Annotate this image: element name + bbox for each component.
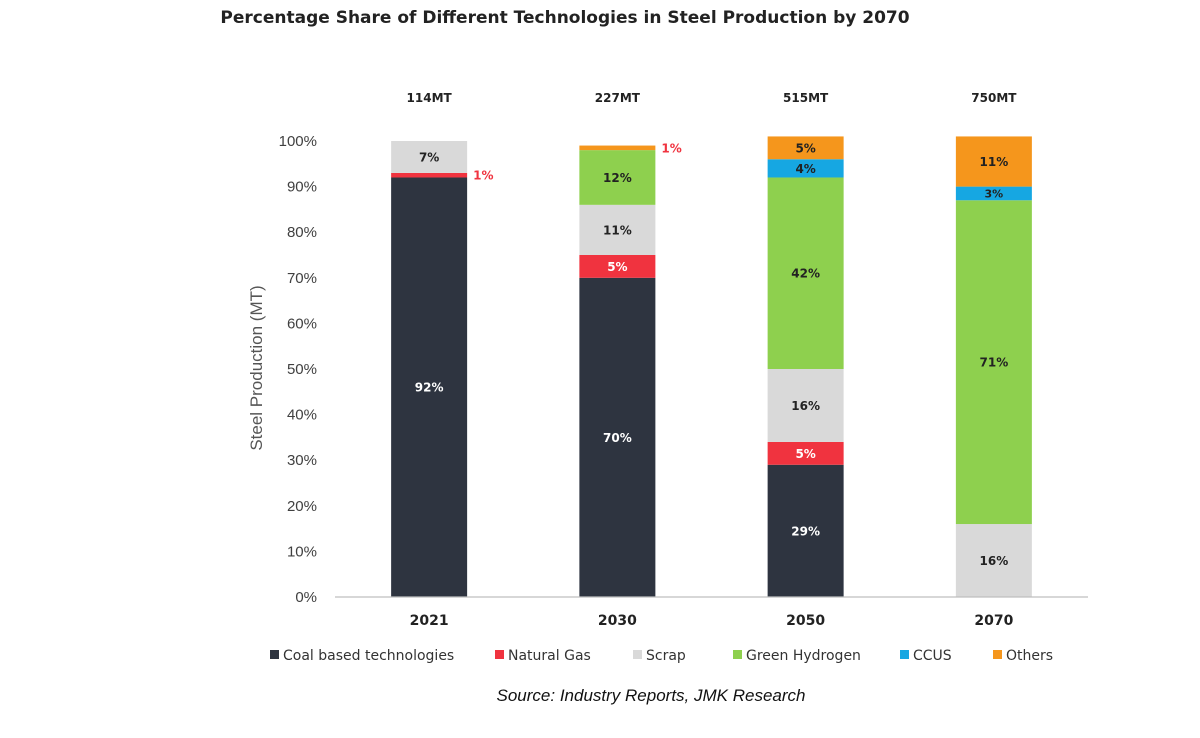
bar-total-label: 114MT <box>407 91 453 105</box>
bar-segment-label: 7% <box>419 150 439 164</box>
legend-label: CCUS <box>913 648 952 664</box>
legend-swatch <box>270 650 279 659</box>
bar-segment-label: 3% <box>985 187 1004 200</box>
bar-segment-label: 4% <box>795 162 815 176</box>
bar-segment-label: 1% <box>473 169 493 183</box>
bar-segment <box>579 150 656 205</box>
bar-segment <box>767 369 844 442</box>
bar-segment <box>391 172 468 178</box>
legend-swatch <box>633 650 642 659</box>
y-axis-title-group: Steel Production (MT) <box>247 285 266 450</box>
bar-segment-label: 11% <box>980 155 1009 169</box>
bar-segment-label: 5% <box>607 260 627 274</box>
bar-labels: 92% 1% 7% 70% 5% 11% 12% 1% 29% 5% 16% 42% 4% 5% 16% 71… <box>415 141 1008 568</box>
bar-segment-label: 16% <box>791 399 820 413</box>
legend: Coal based technologies Natural Gas Scrap G… <box>270 648 1053 664</box>
y-tick-label: 0% <box>295 589 317 606</box>
bar-total-label: 227MT <box>595 91 641 105</box>
bar-total-label: 515MT <box>783 91 829 105</box>
bar-segment <box>579 145 656 151</box>
bar-segment-label: 42% <box>791 267 820 281</box>
bar-segment-label: 70% <box>603 431 632 445</box>
chart-title: Percentage Share of Different Technologi… <box>220 8 910 28</box>
legend-label: Green Hydrogen <box>746 648 861 664</box>
bar-segment-label: 29% <box>791 524 820 538</box>
bar-segment <box>579 277 656 597</box>
legend-label: Others <box>1006 648 1053 664</box>
x-tick-label: 2070 <box>974 613 1013 629</box>
bar-segment <box>391 141 468 173</box>
bar-segment <box>955 524 1032 597</box>
bar-segment <box>955 136 1032 187</box>
y-tick-label: 30% <box>287 452 317 469</box>
bar-segment <box>579 255 656 278</box>
bar-segment <box>767 136 844 160</box>
bar-segment-label: 5% <box>795 141 815 155</box>
bar-total-label: 750MT <box>971 91 1017 105</box>
bar-segment <box>767 177 844 369</box>
legend-item: Others <box>993 648 1053 664</box>
bar-segment <box>955 186 1032 201</box>
bar-segment-label: 92% <box>415 381 444 395</box>
y-tick-label: 40% <box>287 407 317 424</box>
y-tick-label: 70% <box>287 270 317 287</box>
legend-label: Scrap <box>646 648 686 664</box>
bar-segment <box>767 464 844 597</box>
bar-segment-label: 12% <box>603 171 632 185</box>
legend-swatch <box>495 650 504 659</box>
y-tick-label: 20% <box>287 498 317 515</box>
bar-segment-label: 16% <box>980 554 1009 568</box>
bar-segment <box>955 200 1032 525</box>
bar-segment <box>767 159 844 178</box>
legend-swatch <box>900 650 909 659</box>
bar-segment-label: 71% <box>980 356 1009 370</box>
legend-swatch <box>993 650 1002 659</box>
bar-segment-label: 1% <box>661 141 681 155</box>
y-axis-title: Steel Production (MT) <box>247 285 266 450</box>
x-axis: 2021 2030 2050 2070 <box>335 596 1088 629</box>
y-tick-label: 50% <box>287 361 317 378</box>
legend-swatch <box>733 650 742 659</box>
bars <box>391 136 1032 598</box>
y-axis-ticks: 0% 10% 20% 30% 40% 50% 60% 70% 80% 90% 100% <box>279 133 317 606</box>
legend-item: Green Hydrogen <box>733 648 861 664</box>
y-tick-label: 10% <box>287 543 317 560</box>
bar-segment-label: 5% <box>795 447 815 461</box>
legend-item: CCUS <box>900 648 952 664</box>
bar-segment <box>767 441 844 465</box>
y-tick-label: 60% <box>287 315 317 332</box>
y-tick-label: 100% <box>279 133 317 150</box>
bar-segment <box>579 204 656 255</box>
legend-item: Scrap <box>633 648 686 664</box>
legend-label: Coal based technologies <box>283 648 454 664</box>
bar-totals: 114MT 227MT 515MT 750MT <box>407 91 1018 105</box>
y-tick-label: 80% <box>287 224 317 241</box>
x-tick-label: 2021 <box>410 613 449 629</box>
legend-label: Natural Gas <box>508 648 591 664</box>
legend-item: Coal based technologies <box>270 648 454 664</box>
bar-segment <box>391 177 468 598</box>
y-tick-label: 90% <box>287 179 317 196</box>
bar-segment-label: 11% <box>603 223 632 237</box>
chart-source: Source: Industry Reports, JMK Research <box>496 686 806 705</box>
x-tick-label: 2030 <box>598 613 637 629</box>
x-tick-label: 2050 <box>786 613 825 629</box>
legend-item: Natural Gas <box>495 648 591 664</box>
